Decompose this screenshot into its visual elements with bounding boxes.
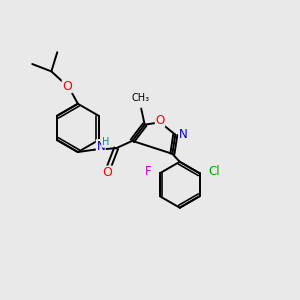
Text: O: O xyxy=(155,114,165,127)
Text: O: O xyxy=(62,80,72,93)
Text: F: F xyxy=(144,165,151,178)
Text: CH₃: CH₃ xyxy=(131,93,150,103)
Text: N: N xyxy=(179,128,188,141)
Text: H: H xyxy=(102,137,109,147)
Text: O: O xyxy=(102,166,112,179)
Text: N: N xyxy=(96,140,105,153)
Text: Cl: Cl xyxy=(208,165,220,178)
